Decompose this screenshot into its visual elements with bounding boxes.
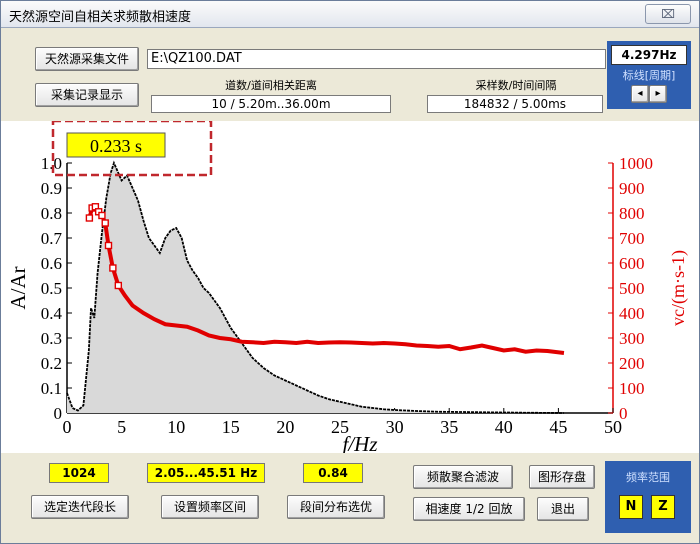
- x-tick-label: 50: [604, 417, 622, 437]
- y-axis-left-label: A/Ar: [6, 266, 30, 309]
- y-right-tick-label: 900: [619, 179, 645, 198]
- range-right-toggle[interactable]: Z: [651, 495, 675, 519]
- x-tick-label: 35: [440, 417, 458, 437]
- phase-velocity-point: [98, 211, 106, 220]
- x-tick-label: 25: [331, 417, 349, 437]
- time-label: 0.233 s: [90, 136, 142, 156]
- samples-label: 采样数/时间间隔: [475, 79, 557, 92]
- samples-value: 184832 / 5.00ms: [427, 95, 603, 113]
- y-right-tick-label: 300: [619, 329, 645, 348]
- y-left-tick-label: 0.6: [41, 254, 62, 273]
- y-left-tick-label: 0.1: [41, 379, 62, 398]
- source-file-button[interactable]: 天然源采集文件: [35, 47, 139, 71]
- arrow-right-icon: ▸: [655, 88, 661, 99]
- x-tick-label: 20: [276, 417, 294, 437]
- y-right-tick-label: 100: [619, 379, 645, 398]
- y-left-tick-label: 0.9: [41, 179, 62, 198]
- segment-selection-button[interactable]: 段间分布选优: [287, 495, 385, 519]
- marker-prev-button[interactable]: ◂: [631, 85, 649, 103]
- x-tick-label: 5: [117, 417, 126, 437]
- dispersion-chart: 0 5 10 15 20 25 30 35 40 45 5000.10.20.30.40.50.60…: [6, 119, 689, 456]
- y-right-tick-label: 400: [619, 304, 645, 323]
- record-display-button[interactable]: 采集记录显示: [35, 83, 139, 107]
- marker-label: 标线[周期]: [622, 69, 676, 82]
- y-axis-right-label: vc/(m·s-1): [668, 250, 689, 326]
- y-right-tick-label: 500: [619, 279, 645, 298]
- title-bar: 天然源空间自相关求频散相速度 ⌧: [1, 1, 699, 28]
- y-right-tick-label: 700: [619, 229, 645, 248]
- time-label-background: [66, 132, 166, 158]
- x-tick-label: 45: [549, 417, 567, 437]
- y-left-tick-label: 0.3: [41, 329, 62, 348]
- frequency-range-label: 频率范围: [626, 471, 670, 484]
- distance-label: 道数/道间相关距离: [225, 79, 317, 92]
- y-right-tick-label: 800: [619, 204, 645, 223]
- x-tick-label: 15: [222, 417, 240, 437]
- x-axis-label: f/Hz: [342, 432, 377, 453]
- phase-velocity-point: [114, 281, 123, 290]
- y-left-tick-label: 0.7: [41, 229, 63, 248]
- arrow-left-icon: ◂: [637, 88, 643, 99]
- plot-area: 0 5 10 15 20 25 30 35 40 45 50 0 0.1 0.2 0.3 0.4 0.5 0.6 0…: [1, 119, 699, 456]
- dispersion-filter-button[interactable]: 频散聚合滤波: [413, 465, 513, 489]
- phase-velocity-playback-button[interactable]: 相速度 1/2 回放: [413, 497, 525, 521]
- frequency-marker-panel: 4.297Hz 标线[周期] ◂ ▸: [607, 41, 691, 109]
- frequency-value: 4.297Hz: [611, 45, 687, 65]
- close-button[interactable]: ⌧: [645, 4, 691, 24]
- marker-next-button[interactable]: ▸: [649, 85, 667, 103]
- iteration-length-button[interactable]: 选定迭代段长: [31, 495, 129, 519]
- range-left-toggle[interactable]: N: [619, 495, 643, 519]
- distance-value: 10 / 5.20m..36.00m: [151, 95, 391, 113]
- x-tick-label: 0: [63, 417, 72, 437]
- exit-button[interactable]: 退出: [537, 497, 589, 521]
- frequency-range-panel: 频率范围 N Z: [605, 461, 691, 533]
- phase-velocity-point: [109, 264, 117, 272]
- y-left-tick-label: 0.4: [41, 304, 63, 323]
- iteration-length-value: 1024: [49, 463, 109, 483]
- phase-velocity-point: [101, 219, 109, 227]
- y-right-tick-label: 200: [619, 354, 645, 373]
- y-right-tick-label: 600: [619, 254, 645, 273]
- amplitude-line: [66, 160, 564, 414]
- x-tick-label: 30: [386, 417, 404, 437]
- window-title: 天然源空间自相关求频散相速度: [9, 10, 192, 25]
- y-left-tick-label: 1.0: [41, 154, 62, 173]
- phase-velocity-point: [85, 214, 94, 222]
- x-tick-label: 40: [495, 417, 513, 437]
- amplitude-area: [67, 163, 564, 413]
- y-right-tick-label: 0: [619, 404, 628, 423]
- x-tick-label: 10: [167, 417, 185, 437]
- frequency-range-value: 2.05...45.51 Hz: [147, 463, 265, 483]
- y-left-tick-label: 0.8: [41, 204, 62, 223]
- save-graphic-button[interactable]: 图形存盘: [529, 465, 595, 489]
- y-left-tick-label: 0.2: [41, 354, 62, 373]
- set-frequency-range-button[interactable]: 设置频率区间: [161, 495, 259, 519]
- file-path-field[interactable]: E:\QZ100.DAT: [147, 49, 606, 69]
- y-right-tick-label: 1000: [619, 154, 653, 173]
- ratio-value: 0.84: [303, 463, 363, 483]
- y-left-tick-label: 0.5: [41, 279, 62, 298]
- highlight-box: [51, 119, 213, 177]
- bottom-panel: 1024 选定迭代段长 2.05...45.51 Hz 设置频率区间 0.84 …: [1, 453, 699, 543]
- y-left-tick-label: 0: [54, 404, 63, 423]
- phase-velocity-point: [104, 241, 113, 250]
